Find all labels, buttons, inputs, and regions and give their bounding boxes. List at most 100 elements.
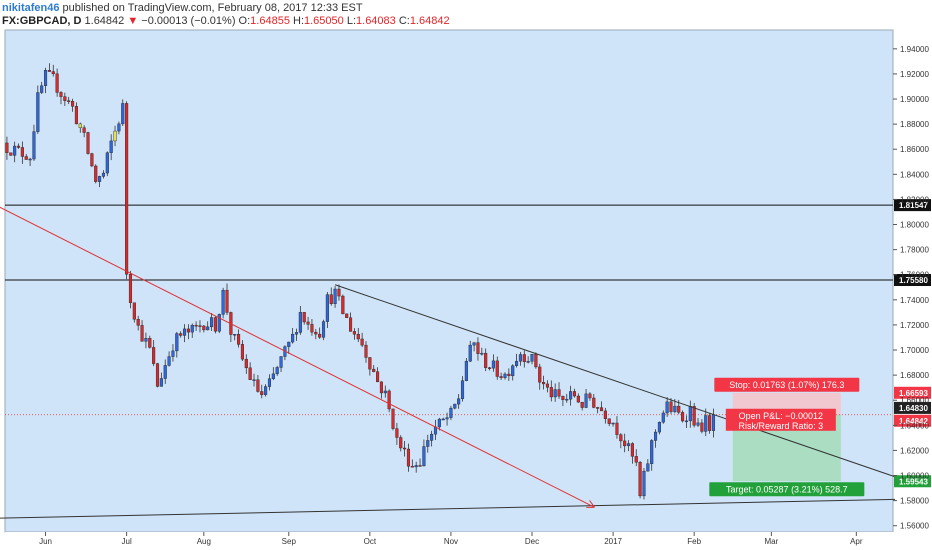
- candle-body: [368, 357, 372, 370]
- candle-body: [244, 358, 248, 369]
- candle-body: [55, 73, 59, 93]
- candle-body: [337, 288, 341, 297]
- candle-body: [611, 422, 615, 425]
- candle-body: [669, 401, 673, 412]
- candle-body: [271, 373, 275, 379]
- x-tick-label: 2017: [604, 537, 622, 546]
- x-tick-label: Aug: [197, 537, 211, 546]
- candle-body: [321, 321, 326, 338]
- candle-body: [576, 395, 580, 403]
- candle-body: [318, 333, 322, 338]
- candle-body: [642, 470, 646, 497]
- candle-body: [460, 380, 465, 399]
- candle-body: [480, 352, 484, 355]
- candle-body: [372, 368, 376, 372]
- stop-label-box: [714, 377, 860, 392]
- candle-body: [221, 289, 225, 315]
- candle-body: [487, 367, 492, 369]
- header-line-2: FX:GBPCAD, D 1.64842 ▼ −0.00013 (−0.01%)…: [2, 15, 450, 27]
- candle-body: [445, 417, 449, 420]
- candle-body: [538, 366, 542, 383]
- target-label: Target: 0.05287 (3.21%) 528.7: [726, 484, 848, 494]
- candle-body: [82, 127, 86, 133]
- candle-body: [391, 408, 395, 429]
- x-tick-label: Apr: [850, 537, 863, 546]
- axis-price-label: [894, 386, 931, 399]
- candle-body: [491, 360, 495, 369]
- position-labels: 1.66593 1.64830 1.64842 1.59543 Stop: 0.0176…: [709, 377, 931, 497]
- time-axis-background: [5, 532, 932, 550]
- price-axis[interactable]: 1.94000 1.92000 1.90000 1.88000 1.86000 1.840…: [893, 45, 929, 531]
- y-tick-label: 1.90000: [900, 95, 929, 104]
- candle-body: [279, 356, 283, 368]
- candle-body: [190, 324, 194, 333]
- horizontal-lines: 1.81547 1.75580: [5, 199, 931, 416]
- candle-body: [28, 158, 32, 161]
- candle-body: [267, 378, 272, 387]
- candle-body: [256, 379, 260, 392]
- candle-body: [144, 338, 148, 342]
- candle-body: [341, 295, 345, 315]
- time-axis[interactable]: Jun Jul Aug Sep Oct Nov Dec 2017 Feb Mar Apr: [39, 532, 863, 546]
- candle-body: [225, 289, 229, 313]
- candle-body: [580, 401, 584, 408]
- candle-body: [74, 106, 78, 125]
- candle-body: [395, 428, 399, 438]
- candle-body: [128, 274, 133, 303]
- candle-body: [356, 334, 360, 340]
- candle-body: [248, 367, 252, 380]
- header-line-1: nikitafen46 published on TradingView.com…: [2, 2, 363, 14]
- price-tag: [894, 273, 931, 286]
- y-tick-label: 1.78000: [900, 246, 929, 255]
- low-value: 1.64083: [356, 15, 396, 27]
- candle-body: [348, 317, 353, 332]
- candle-body: [530, 354, 534, 362]
- candle-body: [121, 103, 125, 125]
- candle-body: [302, 312, 306, 323]
- candle-body: [677, 405, 681, 413]
- candle-body: [43, 70, 48, 86]
- candle-body: [596, 407, 600, 409]
- candle-body: [406, 448, 411, 467]
- candle-body: [364, 344, 368, 358]
- candle-body: [484, 352, 488, 368]
- axis-price-label: [894, 401, 931, 414]
- author-link[interactable]: nikitafen46: [2, 2, 60, 14]
- candle-body: [59, 92, 63, 97]
- x-tick-label: Oct: [364, 537, 377, 546]
- candle-body: [16, 145, 21, 148]
- candle-body: [464, 360, 468, 381]
- candle-body: [569, 391, 573, 400]
- candle-body: [294, 332, 299, 335]
- candle-body: [171, 350, 175, 357]
- candle-body: [592, 397, 596, 408]
- candle-body: [472, 342, 476, 346]
- candle-body: [310, 324, 314, 333]
- high-label: H:: [293, 15, 304, 27]
- candle-body: [360, 338, 364, 346]
- candle-body: [607, 418, 611, 424]
- candle-body: [437, 418, 441, 428]
- candle-body: [51, 71, 55, 75]
- pnl-box: [725, 408, 836, 431]
- candle-body: [210, 317, 214, 328]
- candle-body: [379, 381, 383, 394]
- y-tick-label: 1.80000: [900, 221, 929, 230]
- candle-body: [599, 407, 604, 412]
- candle-body: [626, 443, 631, 447]
- y-tick-label: 1.94000: [900, 45, 929, 54]
- price-tag-label: 1.75580: [899, 276, 928, 285]
- candle-body: [287, 341, 291, 347]
- candle-body: [700, 422, 704, 432]
- candle-body: [252, 379, 256, 381]
- candle-body: [403, 447, 407, 450]
- candle-body: [654, 431, 658, 441]
- candle-body: [217, 314, 221, 332]
- candle-body: [426, 440, 430, 447]
- y-tick-label: 1.72000: [900, 321, 929, 330]
- candle-body: [194, 324, 198, 327]
- candle-body: [387, 390, 391, 410]
- candle-body: [206, 326, 210, 331]
- candle-body: [630, 443, 634, 457]
